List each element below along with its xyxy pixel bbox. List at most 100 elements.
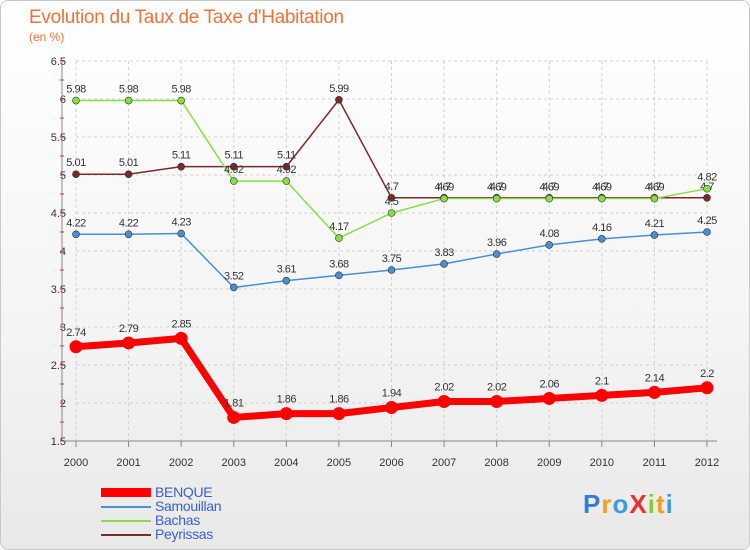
legend-label-bachas: Bachas	[155, 512, 200, 528]
data-point-bachas	[598, 194, 606, 203]
data-label-samouillan: 3.61	[277, 264, 297, 276]
data-label-benque: 2.74	[66, 327, 86, 339]
data-label-samouillan: 4.21	[645, 218, 665, 230]
data-label-benque: 2.02	[487, 381, 507, 393]
y-tick-label: 6.5	[51, 56, 66, 68]
data-label-samouillan: 3.96	[487, 237, 507, 249]
data-point-samouillan	[72, 230, 80, 239]
y-tick-label: 5.5	[51, 132, 66, 144]
data-point-benque	[227, 410, 241, 424]
data-point-peyrissas	[387, 194, 396, 202]
data-point-samouillan	[387, 266, 396, 274]
data-point-peyrissas	[124, 170, 133, 179]
x-tick-label: 2010	[590, 457, 614, 469]
data-point-bachas	[492, 194, 501, 203]
data-label-peyrissas: 5.11	[172, 150, 191, 162]
data-point-samouillan	[440, 260, 448, 268]
data-point-benque	[437, 394, 451, 408]
y-tick-label: 5	[60, 170, 66, 182]
data-label-peyrissas: 4.7	[385, 181, 399, 193]
data-label-benque: 1.94	[382, 388, 402, 400]
data-point-benque	[174, 331, 188, 345]
data-point-samouillan	[177, 229, 185, 238]
data-label-samouillan: 4.22	[119, 217, 139, 229]
data-label-samouillan: 4.08	[540, 228, 560, 240]
data-label-samouillan: 4.16	[592, 222, 612, 234]
legend-label-peyrissas: Peyrissas	[155, 526, 213, 542]
data-point-samouillan	[124, 230, 133, 239]
data-label-bachas: 4.69	[540, 182, 560, 194]
legend-swatch-peyrissas	[101, 534, 151, 536]
chart-title: Evolution du Taux de Taxe d'Habitation	[29, 7, 344, 28]
data-label-bachas: 4.92	[277, 164, 297, 176]
data-label-benque: 2.85	[171, 318, 191, 330]
legend-swatch-bachas	[101, 520, 151, 522]
x-tick-label: 2004	[274, 457, 298, 469]
data-point-bachas	[545, 194, 554, 203]
data-point-benque	[647, 385, 661, 399]
y-tick-label: 6	[60, 94, 66, 106]
data-point-samouillan	[492, 250, 501, 258]
data-label-samouillan: 3.75	[382, 253, 402, 265]
data-point-samouillan	[598, 235, 606, 243]
data-point-bachas	[335, 234, 343, 242]
data-point-peyrissas	[703, 194, 711, 202]
x-tick-label: 2008	[484, 457, 508, 469]
data-point-benque	[332, 407, 346, 421]
data-label-bachas: 4.69	[487, 182, 507, 194]
x-tick-label: 2003	[222, 457, 246, 469]
x-tick-label: 2009	[537, 457, 561, 469]
x-tick-label: 2005	[327, 457, 351, 469]
data-label-bachas: 5.98	[66, 84, 86, 96]
data-label-benque: 2.1	[595, 375, 609, 387]
data-point-benque	[279, 407, 293, 421]
data-point-bachas	[440, 194, 448, 203]
y-tick-label: 2.5	[51, 360, 66, 372]
y-tick-label: 3.5	[51, 284, 66, 296]
data-label-bachas: 4.92	[224, 164, 244, 176]
data-point-peyrissas	[72, 170, 80, 179]
data-label-benque: 2.14	[645, 372, 665, 384]
data-label-benque: 2.79	[119, 323, 139, 335]
chart-subtitle: (en %)	[29, 30, 65, 44]
data-point-bachas	[229, 177, 238, 185]
data-label-peyrissas: 4.7	[542, 181, 556, 193]
x-tick-label: 2011	[643, 457, 667, 469]
y-tick-label: 2	[60, 398, 66, 410]
x-tick-label: 2006	[379, 457, 403, 469]
data-point-samouillan	[335, 271, 343, 280]
data-label-samouillan: 3.83	[434, 247, 454, 259]
data-point-bachas	[72, 96, 80, 105]
data-point-benque	[69, 340, 83, 354]
data-label-benque: 1.81	[224, 397, 244, 409]
data-label-peyrissas: 4.7	[648, 181, 662, 193]
data-point-samouillan	[650, 231, 659, 239]
legend-label-benque: BENQUE	[155, 484, 213, 500]
data-label-bachas: 4.17	[329, 221, 349, 233]
data-label-samouillan: 3.68	[329, 258, 349, 270]
data-point-benque	[700, 381, 714, 395]
data-point-peyrissas	[177, 162, 185, 171]
data-label-benque: 1.86	[277, 394, 297, 406]
data-label-samouillan: 4.23	[171, 217, 191, 229]
data-label-benque: 2.06	[540, 378, 560, 390]
data-point-benque	[122, 336, 136, 350]
y-tick-label: 4.5	[51, 208, 66, 220]
data-label-samouillan: 4.22	[66, 217, 86, 229]
data-point-samouillan	[229, 283, 238, 292]
data-point-samouillan	[545, 241, 554, 249]
y-tick-label: 3	[60, 322, 66, 334]
data-point-samouillan	[703, 228, 711, 236]
data-point-bachas	[650, 194, 659, 203]
data-label-bachas: 4.82	[697, 172, 717, 184]
data-point-peyrissas	[335, 95, 343, 104]
data-label-benque: 2.02	[434, 381, 454, 393]
data-point-benque	[490, 394, 504, 408]
data-point-bachas	[124, 96, 133, 105]
data-label-benque: 2.2	[700, 368, 714, 380]
x-tick-label: 2002	[169, 457, 193, 469]
data-label-peyrissas: 5.01	[119, 157, 139, 169]
data-point-peyrissas	[229, 162, 238, 171]
